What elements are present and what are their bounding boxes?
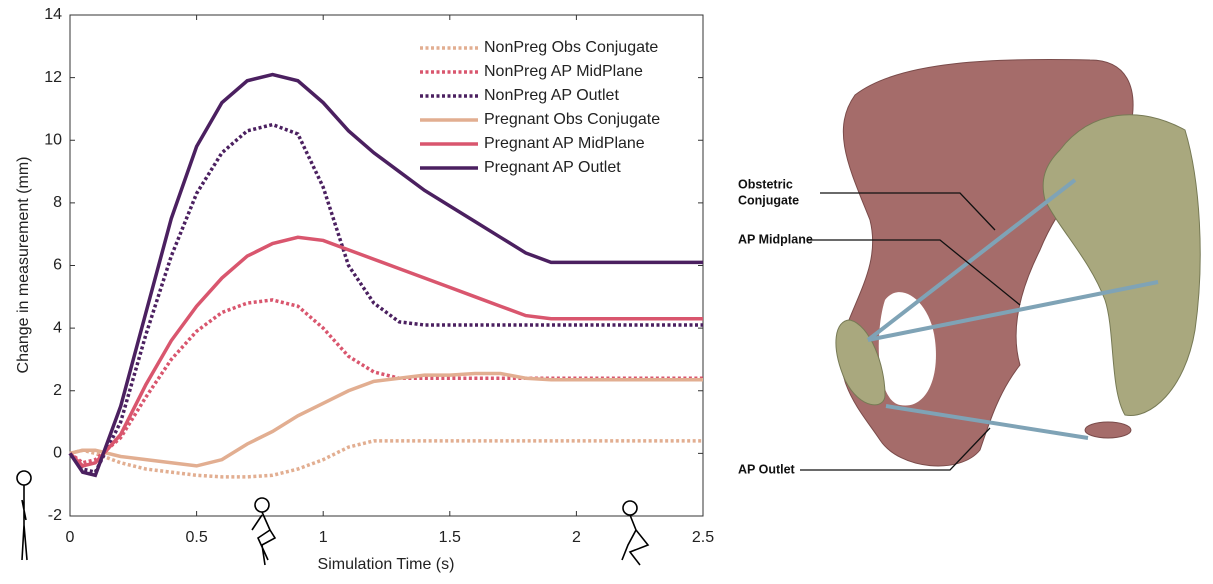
- x-tick-label: 1.5: [439, 529, 461, 546]
- pelvis-illustration: [800, 58, 1201, 471]
- y-tick-label: 8: [53, 194, 62, 211]
- series-line: [69, 439, 703, 479]
- series-line: [69, 371, 703, 468]
- y-tick-label: 12: [44, 69, 62, 86]
- y-tick-label: -2: [48, 507, 62, 524]
- y-tick-label: 10: [44, 131, 62, 148]
- x-tick-label: 0.5: [185, 529, 207, 546]
- x-tick-label: 1: [319, 529, 328, 546]
- legend-label: NonPreg Obs Conjugate: [484, 39, 658, 56]
- legend-label: Pregnant AP MidPlane: [484, 135, 645, 152]
- y-axis-label: Change in measurement (mm): [15, 157, 32, 374]
- y-tick-label: 4: [53, 319, 62, 336]
- stick-figures: [16, 470, 650, 566]
- x-axis-label: Simulation Time (s): [318, 556, 455, 573]
- x-tick-label: 2.5: [692, 529, 714, 546]
- legend-label: Pregnant Obs Conjugate: [484, 111, 660, 128]
- series-line: [68, 235, 703, 468]
- legend-label: Pregnant AP Outlet: [484, 159, 621, 176]
- y-tick-label: 6: [53, 257, 62, 274]
- series-line: [68, 72, 703, 478]
- y-tick-label: 14: [44, 6, 62, 23]
- label: AP Outlet: [738, 462, 796, 476]
- legend-label: NonPreg AP MidPlane: [484, 63, 643, 80]
- series-line: [68, 122, 703, 475]
- label: Conjugate: [738, 193, 799, 207]
- label: Obstetric: [738, 177, 793, 191]
- x-tick-label: 2: [572, 529, 581, 546]
- label: AP Midplane: [738, 232, 813, 246]
- y-tick-label: 0: [53, 445, 62, 462]
- legend-label: NonPreg AP Outlet: [484, 87, 619, 104]
- x-tick-label: 0: [66, 529, 75, 546]
- y-tick-label: 2: [53, 382, 62, 399]
